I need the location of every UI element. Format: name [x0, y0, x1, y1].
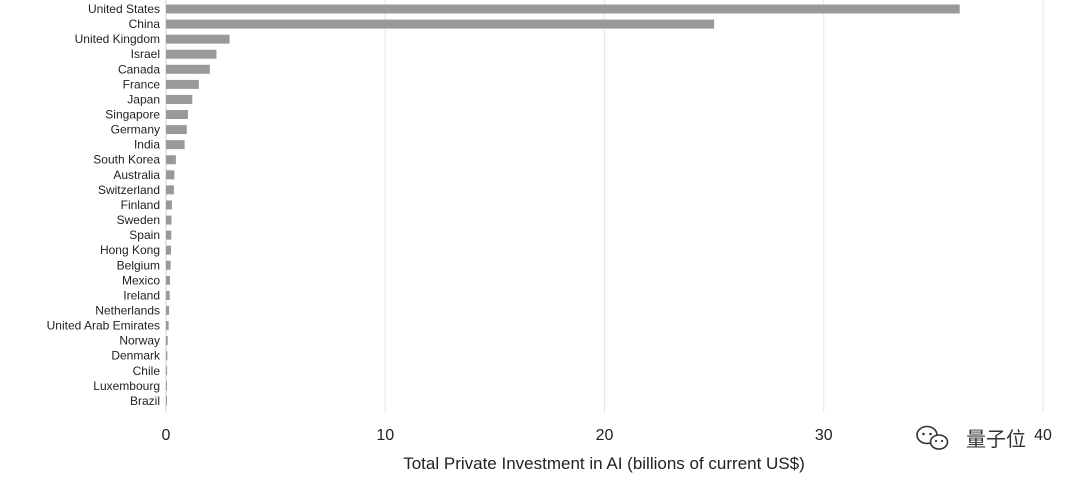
bars — [166, 4, 960, 406]
bar — [166, 19, 715, 29]
category-label: United Arab Emirates — [47, 319, 160, 333]
bar — [166, 305, 170, 315]
bar — [166, 230, 172, 240]
bar — [166, 185, 174, 195]
x-axis-title: Total Private Investment in AI (billions… — [403, 454, 805, 473]
category-label: Denmark — [111, 349, 161, 363]
x-tick-label: 40 — [1034, 427, 1052, 444]
bar — [166, 49, 217, 59]
bar — [166, 94, 193, 104]
x-tick-label: 20 — [596, 427, 614, 444]
bar — [166, 366, 168, 376]
category-label: South Korea — [93, 153, 160, 167]
bar — [166, 381, 167, 391]
bar — [166, 336, 168, 346]
category-label: Spain — [129, 228, 160, 242]
wechat-icon — [916, 425, 949, 450]
category-label: Canada — [118, 62, 160, 76]
category-label: France — [123, 77, 161, 91]
category-label: Finland — [121, 198, 160, 212]
category-label: Hong Kong — [100, 243, 160, 257]
category-label: Brazil — [130, 394, 160, 408]
bar — [166, 275, 170, 285]
category-label: Japan — [127, 92, 160, 106]
bar — [166, 170, 175, 180]
bar — [166, 351, 168, 361]
bar — [166, 4, 960, 14]
x-tick-label: 0 — [162, 427, 171, 444]
category-label: Luxembourg — [93, 379, 160, 393]
category-label: Mexico — [122, 273, 160, 287]
grid-lines — [165, 0, 1044, 413]
category-label: Sweden — [117, 213, 160, 227]
x-tick-labels: 0 10 20 30 40 — [162, 427, 1052, 444]
x-tick-label: 10 — [376, 427, 394, 444]
x-tick-label: 30 — [815, 427, 833, 444]
category-label: Netherlands — [95, 303, 160, 317]
bar — [166, 215, 172, 225]
bar — [166, 290, 170, 300]
bar — [166, 110, 188, 120]
category-label: United Kingdom — [75, 32, 160, 46]
category-label: Ireland — [123, 288, 160, 302]
category-label: Belgium — [117, 258, 160, 272]
category-label: Singapore — [105, 108, 160, 122]
bar — [166, 34, 230, 44]
category-label: Switzerland — [98, 183, 160, 197]
watermark: 量子位 — [916, 425, 1026, 451]
category-label: Israel — [131, 47, 160, 61]
bar — [166, 79, 199, 89]
bar — [166, 64, 210, 74]
category-label: United States — [88, 2, 160, 16]
category-label: Australia — [113, 168, 160, 182]
bar — [166, 140, 185, 150]
category-label: Norway — [119, 334, 160, 348]
bar — [166, 396, 167, 406]
watermark-text: 量子位 — [966, 427, 1026, 451]
category-label: Germany — [111, 123, 160, 137]
bar — [166, 260, 171, 270]
category-label: Chile — [133, 364, 161, 378]
bar — [166, 155, 176, 165]
category-label: India — [134, 138, 160, 152]
category-label: China — [129, 17, 161, 31]
bar — [166, 200, 172, 210]
bar — [166, 125, 187, 135]
bar — [166, 321, 169, 331]
bar — [166, 245, 172, 255]
